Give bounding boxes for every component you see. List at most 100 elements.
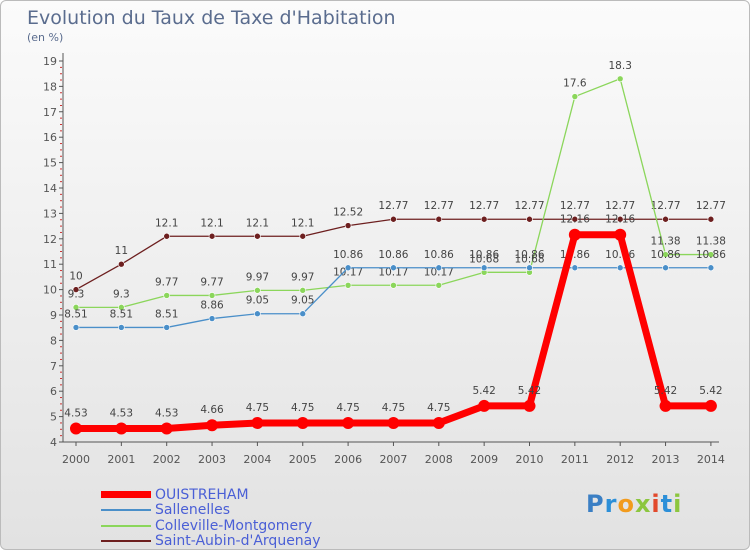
data-point <box>707 264 715 272</box>
data-point <box>344 222 352 229</box>
data-label: 10.86 <box>560 249 590 261</box>
proxiti-logo: Proxiti <box>586 490 682 518</box>
x-tick-label: 2008 <box>425 453 453 466</box>
line-chart: 4 5 6 7 8 9 10 11 12 13 14 15 16 17 18 19 2000 2001 2002 20… <box>43 53 726 466</box>
data-point <box>435 215 443 223</box>
data-label: 12.77 <box>560 200 590 212</box>
data-label: 12.77 <box>605 200 635 212</box>
data-label: 12.77 <box>651 200 681 212</box>
data-point <box>160 422 173 435</box>
data-point <box>118 324 125 331</box>
data-label: 9.97 <box>291 271 314 283</box>
y-tick-label: 9 <box>50 309 57 322</box>
x-tick-label: 2006 <box>334 453 362 466</box>
data-point <box>70 422 82 435</box>
series-line <box>76 231 711 433</box>
data-label: 12.52 <box>333 207 363 219</box>
data-label: 4.66 <box>200 404 224 416</box>
data-label: 10.86 <box>696 249 726 261</box>
data-label: 10.86 <box>651 249 681 261</box>
y-tick-label: 19 <box>43 55 57 68</box>
data-point <box>659 399 672 412</box>
data-label: 18.3 <box>609 60 632 72</box>
data-point <box>616 75 624 83</box>
legend-item: Sallenelles <box>101 502 321 518</box>
data-point <box>251 416 264 429</box>
data-label: 11.38 <box>651 236 681 248</box>
data-label: 12.77 <box>514 200 544 212</box>
y-tick-label: 10 <box>43 284 57 297</box>
y-tick-label: 4 <box>50 436 57 449</box>
x-tick-label: 2010 <box>516 453 544 466</box>
legend-swatch <box>101 509 151 512</box>
data-label: 9.3 <box>113 288 130 300</box>
y-tick-label: 17 <box>43 106 57 119</box>
data-label: 8.51 <box>110 308 133 320</box>
y-tick-label: 13 <box>43 207 57 220</box>
data-label: 5.42 <box>472 385 495 397</box>
logo-letter: i <box>673 490 683 518</box>
legend-swatch <box>101 540 151 543</box>
data-point <box>571 215 579 223</box>
logo-letter: P <box>586 490 605 518</box>
x-tick-label: 2009 <box>470 453 498 466</box>
x-tick-label: 2001 <box>107 453 135 466</box>
legend-item: Colleville-Montgomery <box>101 518 321 534</box>
legend-swatch <box>101 491 151 499</box>
data-point <box>72 304 80 311</box>
data-label: 4.53 <box>155 408 178 420</box>
data-label: 12.77 <box>469 200 499 212</box>
data-point <box>296 416 309 429</box>
data-label: 9.77 <box>155 276 178 288</box>
data-point <box>616 264 624 272</box>
data-label: 17.6 <box>563 78 587 90</box>
data-label: 11.38 <box>696 236 726 248</box>
x-tick-label: 2014 <box>697 453 725 466</box>
x-tick-label: 2003 <box>198 453 226 466</box>
data-point <box>432 416 445 429</box>
y-unit-label: (en %) <box>27 31 64 44</box>
data-label: 4.75 <box>246 402 269 414</box>
data-point <box>614 228 627 241</box>
data-label: 8.51 <box>155 308 178 320</box>
data-point <box>568 228 581 241</box>
data-point <box>208 232 216 240</box>
data-point <box>72 286 80 293</box>
data-point <box>118 260 125 268</box>
data-label: 11 <box>115 245 128 257</box>
data-point <box>526 264 533 272</box>
legend-label: Saint-Aubin-d'Arquenay <box>155 533 321 550</box>
data-label: 10.86 <box>469 249 499 261</box>
data-label: 12.77 <box>378 200 408 212</box>
logo-letter: x <box>634 490 652 518</box>
data-label: 9.3 <box>68 288 85 300</box>
data-point <box>115 422 128 435</box>
legend-swatch <box>101 524 151 527</box>
x-tick-label: 2005 <box>289 453 317 466</box>
data-point <box>704 399 717 412</box>
data-point <box>707 215 715 223</box>
y-tick-label: 15 <box>43 157 57 170</box>
data-point <box>299 232 307 240</box>
data-point <box>208 292 216 299</box>
x-tick-label: 2002 <box>153 453 181 466</box>
y-tick-label: 18 <box>43 80 57 93</box>
y-tick-label: 16 <box>43 131 57 144</box>
data-point <box>299 287 307 294</box>
data-label: 10.17 <box>378 266 408 278</box>
y-tick-label: 6 <box>50 385 57 398</box>
data-label: 12.77 <box>424 200 454 212</box>
data-label: 8.86 <box>200 300 224 312</box>
data-point <box>480 264 488 272</box>
y-tick-label: 7 <box>50 360 57 373</box>
data-point <box>435 264 443 272</box>
data-point <box>387 416 400 429</box>
data-label: 5.42 <box>654 385 677 397</box>
data-label: 10.17 <box>424 266 454 278</box>
data-point <box>480 215 488 223</box>
data-label: 5.42 <box>518 385 541 397</box>
data-point <box>118 304 125 311</box>
data-point <box>254 310 261 318</box>
data-label: 10.86 <box>333 249 363 261</box>
y-tick-label: 14 <box>43 182 57 195</box>
